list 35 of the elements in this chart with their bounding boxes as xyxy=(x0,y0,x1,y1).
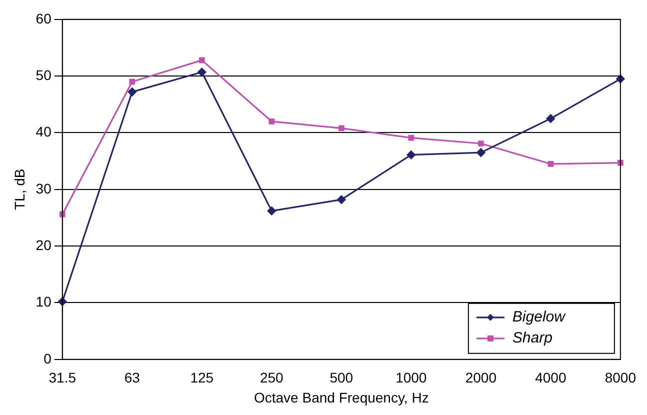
point xyxy=(546,114,555,123)
x-tick-label: 1000 xyxy=(396,370,427,386)
point xyxy=(337,195,346,204)
x-tick-label: 125 xyxy=(190,370,214,386)
x-tick-label: 500 xyxy=(330,370,354,386)
x-tick-label: 63 xyxy=(124,370,140,386)
y-tick-label: 50 xyxy=(36,66,52,83)
x-axis-title: Octave Band Frequency, Hz xyxy=(254,389,429,406)
x-tick-label: 250 xyxy=(260,370,284,386)
y-tick-label: 60 xyxy=(36,10,52,26)
point xyxy=(268,118,275,124)
x-tick-label: 8000 xyxy=(604,370,636,386)
point xyxy=(128,88,136,96)
legend-label: Sharp xyxy=(512,330,552,347)
legend-label: Bigelow xyxy=(512,308,566,326)
point xyxy=(198,57,205,64)
y-tick-label: 20 xyxy=(36,236,52,253)
y-axis-title: TL, dB xyxy=(11,168,28,210)
point xyxy=(267,206,276,216)
point xyxy=(59,211,66,218)
y-tick-label: 30 xyxy=(36,180,52,196)
point xyxy=(548,160,554,167)
point xyxy=(476,148,486,157)
point xyxy=(338,125,344,132)
point xyxy=(129,78,136,85)
point xyxy=(198,68,206,76)
y-tick-label: 10 xyxy=(36,294,52,310)
x-tick-label: 2000 xyxy=(465,370,497,386)
x-tick-label: 4000 xyxy=(535,370,566,386)
point xyxy=(408,134,414,141)
x-tick-label: 31.5 xyxy=(48,370,76,386)
point xyxy=(406,150,416,160)
point xyxy=(478,140,484,146)
y-tick-label: 40 xyxy=(36,124,52,140)
y-tick-label: 0 xyxy=(44,350,52,366)
